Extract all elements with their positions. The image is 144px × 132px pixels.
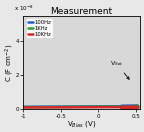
100Hz [23, 106, 24, 108]
10KHz [137, 106, 138, 108]
100Hz [68, 106, 69, 107]
1KHz [105, 106, 107, 108]
1KHz [94, 106, 96, 108]
1KHz [105, 106, 107, 108]
Text: x 10$^{-8}$: x 10$^{-8}$ [14, 4, 34, 13]
1KHz [137, 106, 138, 107]
1KHz [36, 106, 38, 108]
10KHz [36, 107, 38, 108]
1KHz [23, 106, 24, 108]
10KHz [105, 106, 107, 108]
10KHz [105, 106, 107, 108]
100Hz [94, 106, 96, 107]
10KHz [68, 107, 69, 108]
Line: 1KHz: 1KHz [23, 106, 138, 107]
1KHz [68, 106, 69, 108]
100Hz [105, 106, 107, 107]
10KHz [94, 106, 96, 108]
Legend: 100Hz, 1KHz, 10KHz: 100Hz, 1KHz, 10KHz [26, 18, 53, 38]
100Hz [105, 106, 107, 107]
1KHz [60, 106, 61, 108]
10KHz [23, 107, 24, 108]
Title: Measurement: Measurement [51, 7, 113, 16]
Y-axis label: C (F cm$^{-2}$): C (F cm$^{-2}$) [3, 43, 16, 82]
Text: V$_{Sat}$: V$_{Sat}$ [110, 59, 129, 79]
100Hz [137, 105, 138, 107]
10KHz [60, 107, 61, 108]
Line: 100Hz: 100Hz [23, 106, 138, 107]
100Hz [60, 106, 61, 107]
X-axis label: V$_{Bias}$ (V): V$_{Bias}$ (V) [67, 119, 96, 129]
100Hz [36, 106, 38, 108]
